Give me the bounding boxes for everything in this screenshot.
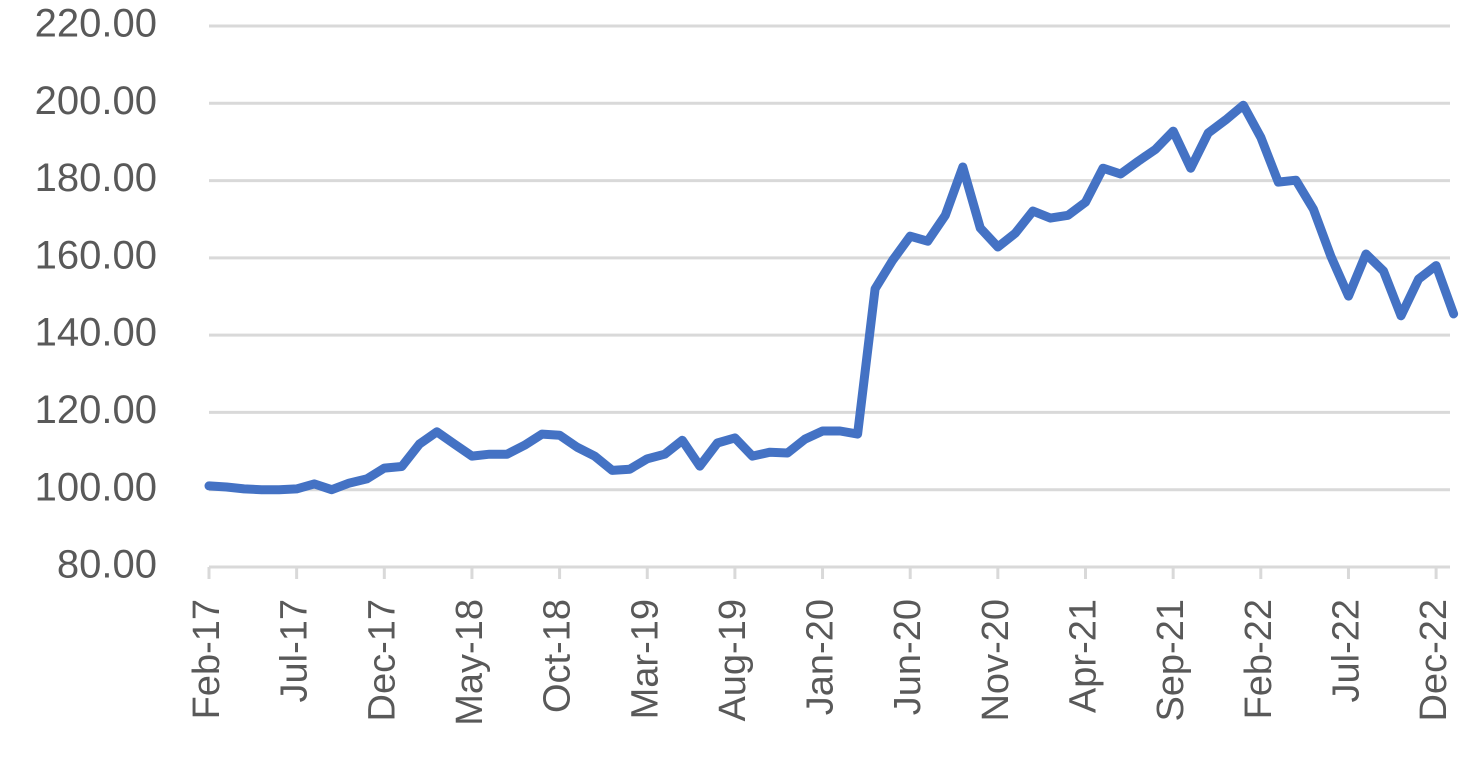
x-tick-label: Dec-17 bbox=[361, 599, 403, 722]
x-tick-label: Jun-20 bbox=[887, 599, 929, 715]
x-tick-label: Jul-22 bbox=[1325, 599, 1367, 703]
y-tick-label: 100.00 bbox=[35, 465, 157, 509]
x-tick-label: Feb-22 bbox=[1238, 599, 1280, 719]
y-tick-label: 160.00 bbox=[35, 233, 157, 277]
x-tick-label: May-18 bbox=[449, 599, 491, 726]
x-tick-label: Oct-18 bbox=[537, 599, 579, 713]
data-line bbox=[204, 100, 1459, 495]
y-tick-label: 220.00 bbox=[35, 2, 157, 46]
y-tick-label: 120.00 bbox=[35, 388, 157, 432]
x-tick-label: Jul-17 bbox=[274, 599, 316, 703]
y-tick-label: 140.00 bbox=[35, 311, 157, 355]
x-tick-label: Jan-20 bbox=[800, 599, 842, 715]
y-tick-label: 200.00 bbox=[35, 79, 157, 123]
x-tick-label: Mar-19 bbox=[624, 599, 666, 719]
x-tick-label: Aug-19 bbox=[712, 599, 754, 722]
x-tick-label: Nov-20 bbox=[975, 599, 1017, 722]
y-tick-label: 80.00 bbox=[57, 543, 157, 587]
x-tick-label: Dec-22 bbox=[1413, 599, 1455, 722]
x-tick-label: Apr-21 bbox=[1063, 599, 1105, 713]
x-tick-label: Sep-21 bbox=[1150, 599, 1192, 722]
y-tick-label: 180.00 bbox=[35, 156, 157, 200]
x-tick-label: Feb-17 bbox=[186, 599, 228, 719]
